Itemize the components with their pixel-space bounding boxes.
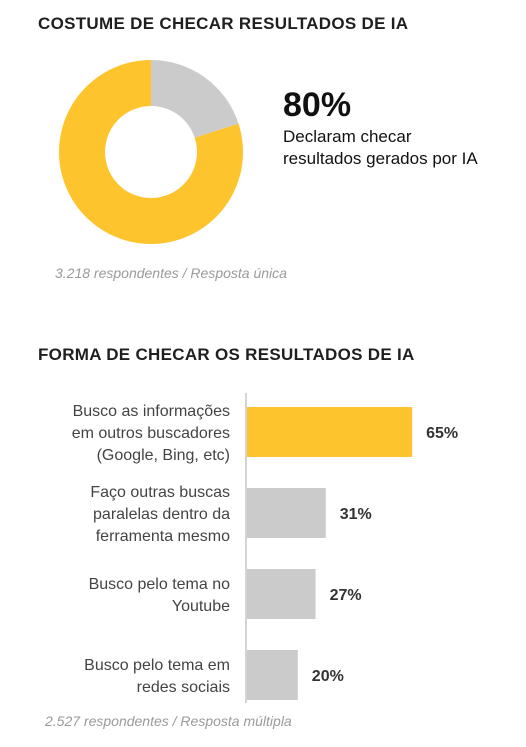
- highlight-description: Declaram checar resultados gerados por I…: [283, 127, 478, 168]
- bar-category-label-0: Busco as informações em outros buscadores…: [72, 403, 230, 464]
- respondents-note-2: 2.527 respondentes / Resposta múltipla: [45, 713, 292, 729]
- bar-value-label-2: 27%: [330, 587, 362, 604]
- bar-category-label-1: Faço outras buscas paralelas dentro da fer…: [90, 484, 230, 545]
- bar-chart: 65% Busco as informações em outros buscado…: [72, 393, 458, 703]
- bar-value-label-0: 65%: [426, 425, 458, 442]
- bar-value-label-1: 31%: [340, 506, 372, 523]
- donut-slice-1: [151, 60, 239, 138]
- respondents-note-1: 3.218 respondentes / Resposta única: [55, 265, 287, 281]
- bar-category-label-3: Busco pelo tema em redes sociais: [84, 657, 230, 696]
- bar-value-label-3: 20%: [312, 668, 344, 685]
- highlight-percentage: 80%: [283, 86, 352, 124]
- donut-chart-title: COSTUME DE CHECAR RESULTADOS DE IA: [38, 14, 409, 33]
- bar-0: [247, 407, 413, 457]
- bar-chart-title: FORMA DE CHECAR OS RESULTADOS DE IA: [38, 345, 415, 364]
- donut-slice-0: [58, 60, 243, 244]
- bar-category-label-2: Busco pelo tema no Youtube: [89, 576, 231, 615]
- bar-2: [247, 569, 316, 619]
- donut-chart: [58, 60, 243, 244]
- bar-1: [247, 488, 326, 538]
- bar-3: [247, 650, 298, 700]
